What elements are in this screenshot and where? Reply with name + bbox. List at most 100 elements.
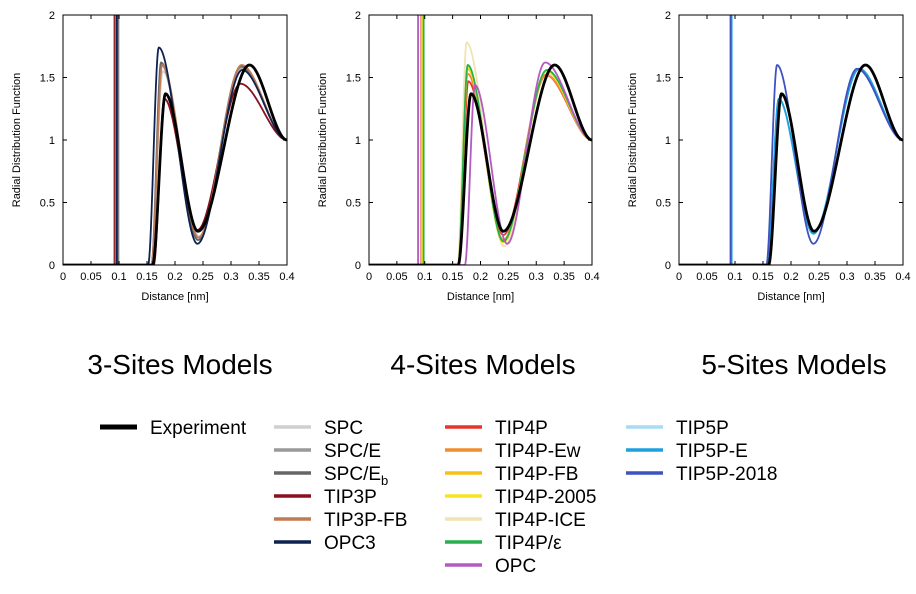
legend-item-tip4p-2005: TIP4P-2005 — [445, 487, 596, 508]
x-tick-label: 0.15 — [752, 271, 773, 283]
series-line-spc — [63, 67, 287, 265]
legend-label: TIP4P-Ew — [495, 441, 581, 462]
y-tick-label: 1 — [49, 135, 55, 147]
y-tick-label: 1 — [665, 135, 671, 147]
legend-label: TIP5P — [676, 418, 729, 439]
legend-item-tip3p-fb: TIP3P-FB — [274, 510, 407, 531]
y-tick-label: 2 — [49, 10, 55, 22]
legend-item-tip4p: TIP4P — [445, 418, 548, 439]
x-tick-label: 0.25 — [498, 271, 519, 283]
legend-label: Experiment — [150, 418, 247, 439]
y-tick-label: 2 — [355, 10, 361, 22]
legend-item-spc-e: SPC/E — [274, 441, 381, 462]
x-tick-label: 0.05 — [696, 271, 717, 283]
chart-panel-1: 0 0.05 0.1 0.15 0.2 0.25 0.3 0.35 0.4 0 0.5 1 1.5 2 Di… — [11, 10, 295, 303]
legend-item-spc: SPC — [274, 418, 363, 439]
series-line-opc — [369, 61, 592, 265]
legend-label: SPC/E — [324, 441, 381, 462]
x-tick-label: 0.1 — [727, 271, 742, 283]
y-tick-label: 1.5 — [346, 73, 361, 85]
series-line-experiment — [369, 63, 592, 265]
x-tick-label: 0.1 — [417, 271, 432, 283]
series-line-tip5p-2018 — [679, 64, 903, 265]
y-tick-label: 1 — [355, 135, 361, 147]
x-tick-label: 0.35 — [248, 271, 269, 283]
legend-label: TIP5P-E — [676, 441, 748, 462]
y-tick-label: 0.5 — [656, 198, 671, 210]
y-tick-label: 0 — [355, 260, 361, 272]
legend-item-tip4p-fb: TIP4P-FB — [445, 464, 578, 485]
x-tick-label: 0 — [366, 271, 372, 283]
group-title-1: 3-Sites Models — [87, 349, 272, 380]
x-tick-label: 0.25 — [808, 271, 829, 283]
x-tick-label: 0.05 — [80, 271, 101, 283]
legend-item-spc-eb: SPC/Eb — [274, 464, 388, 488]
legend-label: SPC — [324, 418, 363, 439]
y-tick-label: 1.5 — [40, 73, 55, 85]
legend-label: TIP4P-2005 — [495, 487, 596, 508]
x-tick-label: 0.4 — [279, 271, 294, 283]
legend-label: TIP4P — [495, 418, 548, 439]
x-tick-label: 0.4 — [895, 271, 910, 283]
x-tick-label: 0.15 — [442, 271, 463, 283]
legend-item-tip4p-eps: TIP4P/ε — [445, 533, 562, 554]
chart-panels: 0 0.05 0.1 0.15 0.2 0.25 0.3 0.35 0.4 0 0.5 1 1.5 2 Di… — [11, 10, 911, 303]
legend-label: OPC — [495, 556, 536, 577]
legend-label: SPC/Eb — [324, 464, 388, 488]
series-line-experiment — [679, 63, 903, 265]
y-tick-label: 0 — [665, 260, 671, 272]
x-tick-label: 0.3 — [529, 271, 544, 283]
y-axis-title: Radial Distribution Function — [11, 73, 23, 208]
x-tick-label: 0.2 — [473, 271, 488, 283]
x-tick-label: 0.1 — [111, 271, 126, 283]
y-tick-label: 0 — [49, 260, 55, 272]
y-axis-title: Radial Distribution Function — [627, 73, 639, 208]
legend-item-tip4p-ew: TIP4P-Ew — [445, 441, 581, 462]
x-tick-label: 0.35 — [553, 271, 574, 283]
legend-item-opc: OPC — [445, 556, 536, 577]
legend: Experiment SPCSPC/ESPC/EbTIP3PTIP3P-FBOPC… — [100, 418, 777, 577]
y-tick-label: 1.5 — [656, 73, 671, 85]
y-axis-title: Radial Distribution Function — [317, 73, 329, 208]
legend-item-tip4p-ice: TIP4P-ICE — [445, 510, 586, 531]
legend-label: TIP4P/ε — [495, 533, 562, 554]
x-tick-label: 0.35 — [864, 271, 885, 283]
series-group — [679, 15, 903, 265]
x-tick-label: 0.4 — [584, 271, 599, 283]
legend-item-opc3: OPC3 — [274, 533, 376, 554]
legend-item-experiment: Experiment — [100, 418, 247, 439]
x-axis-title: Distance [nm] — [757, 291, 824, 303]
series-line-opc3 — [63, 46, 287, 265]
plot-frame — [62, 14, 288, 266]
series-group — [63, 15, 287, 265]
x-tick-label: 0.2 — [783, 271, 798, 283]
x-tick-label: 0.2 — [167, 271, 182, 283]
legend-label: OPC3 — [324, 533, 376, 554]
legend-item-tip3p: TIP3P — [274, 487, 377, 508]
series-line-tip5p-e — [679, 67, 903, 265]
x-tick-label: 0 — [676, 271, 682, 283]
legend-item-tip5p-2018: TIP5P-2018 — [626, 464, 777, 485]
legend-label: TIP5P-2018 — [676, 464, 777, 485]
group-titles: 3-Sites Models 4-Sites Models 5-Sites Mode… — [87, 349, 886, 380]
legend-label: TIP3P — [324, 487, 377, 508]
y-tick-label: 0.5 — [346, 198, 361, 210]
series-group — [369, 15, 592, 265]
group-title-3: 5-Sites Models — [701, 349, 886, 380]
x-axis-title: Distance [nm] — [141, 291, 208, 303]
x-tick-label: 0.25 — [192, 271, 213, 283]
x-tick-label: 0 — [60, 271, 66, 283]
x-tick-label: 0.3 — [223, 271, 238, 283]
legend-item-tip5p: TIP5P — [626, 418, 729, 439]
x-tick-label: 0.15 — [136, 271, 157, 283]
series-line-tip3p-fb — [63, 64, 287, 265]
y-tick-label: 2 — [665, 10, 671, 22]
group-title-2: 4-Sites Models — [390, 349, 575, 380]
y-tick-label: 0.5 — [40, 198, 55, 210]
plot-frame — [368, 14, 593, 266]
chart-panel-2: 0 0.05 0.1 0.15 0.2 0.25 0.3 0.35 0.4 0 0.5 1 1.5 2 Di… — [317, 10, 600, 303]
series-line-tip5p — [679, 67, 903, 265]
x-tick-label: 0.05 — [386, 271, 407, 283]
legend-label: TIP4P-ICE — [495, 510, 586, 531]
